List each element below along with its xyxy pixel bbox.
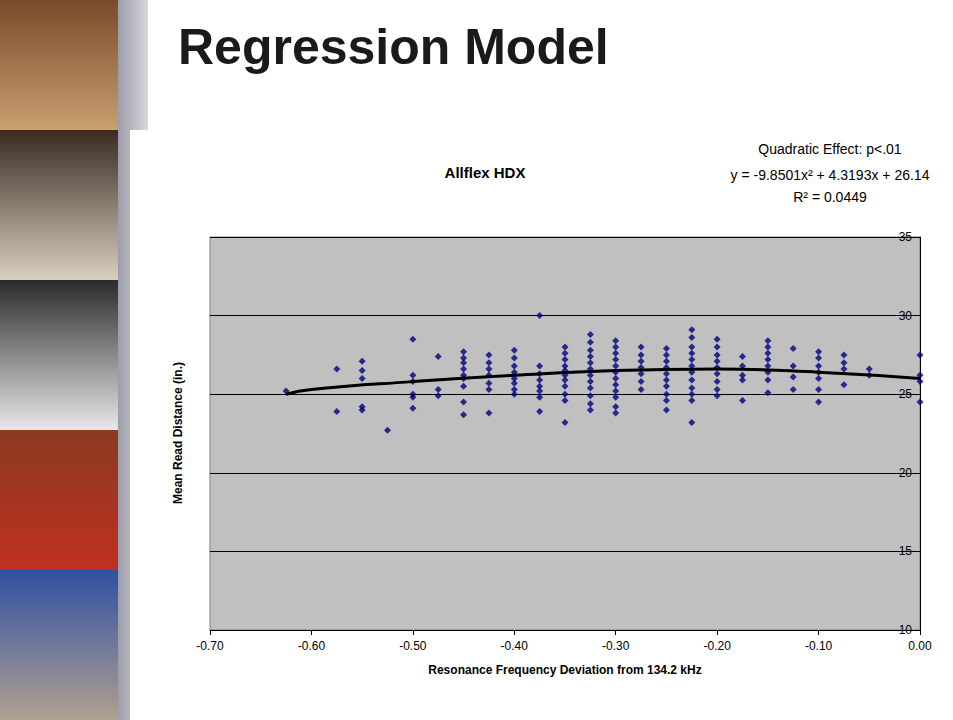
svg-text:0.00: 0.00: [908, 639, 932, 653]
svg-text:25: 25: [899, 387, 913, 401]
html-text:Regression Model: Regression Model: [178, 19, 609, 75]
svg-text:Allflex HDX: Allflex HDX: [445, 164, 526, 181]
svg-text:R² = 0.0449: R² = 0.0449: [793, 189, 867, 205]
svg-text:Quadratic Effect: p<.01: Quadratic Effect: p<.01: [758, 141, 902, 157]
svg-text:Resonance Frequency Deviation: Resonance Frequency Deviation from 134.2…: [428, 663, 701, 677]
svg-text:20: 20: [899, 466, 913, 480]
svg-text:-0.40: -0.40: [501, 639, 529, 653]
svg-text:35: 35: [899, 230, 913, 244]
svg-text:-0.60: -0.60: [298, 639, 326, 653]
svg-text:-0.30: -0.30: [602, 639, 630, 653]
svg-text:15: 15: [899, 544, 913, 558]
svg-text:Mean Read Distance (in.): Mean Read Distance (in.): [171, 362, 185, 504]
svg-text:-0.50: -0.50: [399, 639, 427, 653]
svg-text:y = -9.8501x² + 4.3193x + 26.1: y = -9.8501x² + 4.3193x + 26.14: [731, 167, 930, 183]
svg-text:30: 30: [899, 309, 913, 323]
svg-text:-0.70: -0.70: [196, 639, 224, 653]
svg-text:-0.10: -0.10: [805, 639, 833, 653]
svg-text:10: 10: [899, 623, 913, 637]
svg-text:-0.20: -0.20: [703, 639, 731, 653]
